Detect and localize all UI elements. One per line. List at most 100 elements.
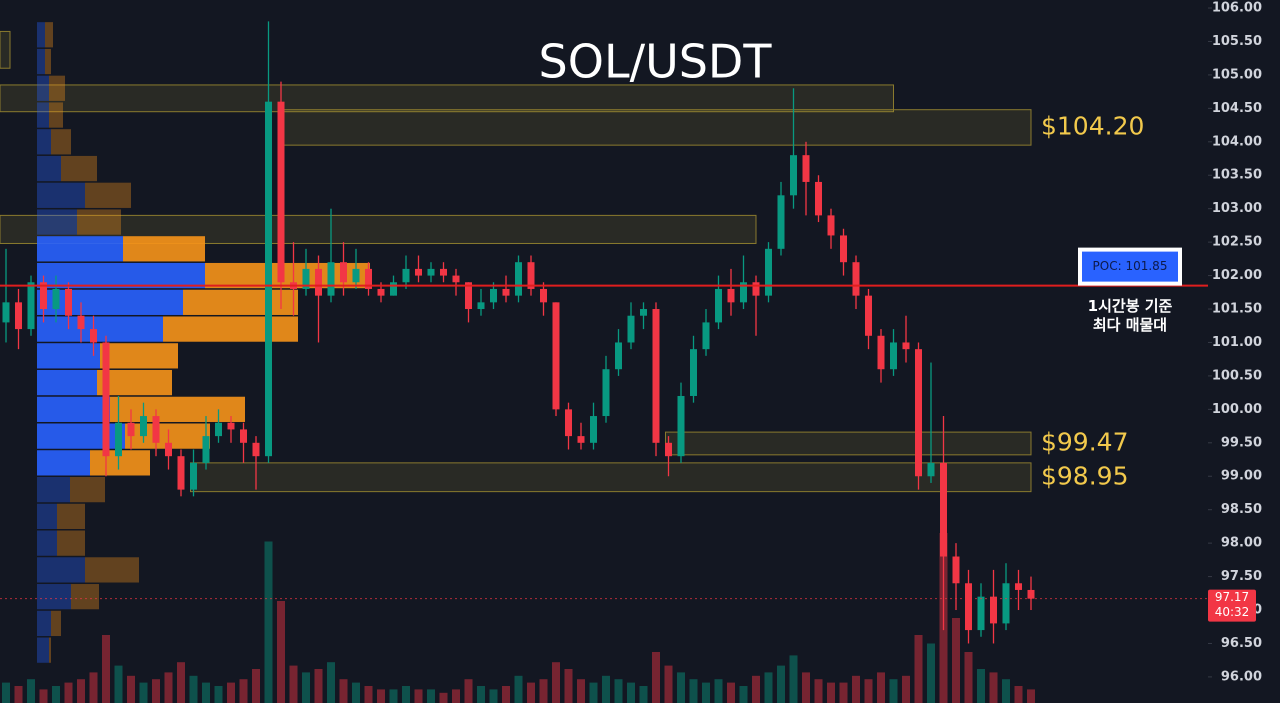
volume-bar bbox=[902, 675, 910, 703]
volume-bar bbox=[289, 665, 298, 703]
y-tick-label: 102.00 bbox=[1212, 268, 1262, 283]
y-tick-label: 104.50 bbox=[1212, 101, 1262, 116]
candle-body bbox=[590, 416, 597, 443]
volume-bar bbox=[89, 672, 98, 703]
candle-body bbox=[265, 101, 272, 457]
candle-body bbox=[427, 268, 435, 276]
candle-body bbox=[852, 262, 860, 296]
volume-bar bbox=[152, 679, 160, 703]
volume-bar bbox=[177, 662, 185, 703]
volume-bar bbox=[427, 689, 435, 703]
volume-bar bbox=[339, 679, 348, 703]
profile-buy bbox=[37, 343, 100, 369]
volume-bar bbox=[464, 679, 473, 703]
candle-body bbox=[365, 268, 372, 289]
profile-buy bbox=[37, 262, 205, 289]
candle-body bbox=[90, 329, 97, 343]
volume-bar bbox=[827, 682, 835, 703]
volume-bar bbox=[14, 686, 23, 703]
candle-body bbox=[327, 262, 335, 296]
candle-body bbox=[65, 288, 72, 316]
profile-buy bbox=[37, 423, 125, 449]
candle-body bbox=[965, 583, 972, 631]
y-tick-label: 101.00 bbox=[1212, 335, 1262, 350]
profile-sell bbox=[183, 289, 298, 315]
volume-bar bbox=[1002, 679, 1010, 703]
profile-sell bbox=[110, 396, 245, 422]
profile-layer bbox=[37, 22, 370, 663]
y-tick-label: 99.00 bbox=[1221, 469, 1262, 484]
volume-bar bbox=[914, 635, 923, 703]
volume-bar bbox=[452, 689, 460, 703]
y-tick-label: 103.50 bbox=[1212, 168, 1262, 183]
volume-bar bbox=[102, 635, 110, 703]
volume-bar bbox=[502, 686, 510, 703]
volume-bar bbox=[477, 686, 485, 703]
volume-bar bbox=[402, 686, 410, 703]
candle-body bbox=[402, 268, 410, 283]
volume-bar bbox=[377, 689, 385, 703]
volume-bar bbox=[714, 679, 723, 703]
volume-bar bbox=[602, 675, 610, 703]
y-tick-label: 96.50 bbox=[1221, 636, 1262, 651]
candle-body bbox=[177, 456, 185, 490]
candle-body bbox=[77, 315, 85, 330]
zone-label: $104.20 bbox=[1041, 111, 1144, 140]
y-tick-label: 96.00 bbox=[1221, 669, 1262, 684]
profile-buy bbox=[37, 503, 57, 530]
volume-bar bbox=[1014, 686, 1023, 703]
volume-bar bbox=[77, 679, 85, 703]
candle-body bbox=[702, 322, 710, 350]
candle-body bbox=[352, 268, 360, 283]
volume-bar bbox=[27, 679, 35, 703]
profile-sell bbox=[51, 610, 61, 637]
zone-label: $98.95 bbox=[1041, 461, 1128, 490]
candle-body bbox=[140, 416, 147, 437]
candle-body bbox=[452, 275, 460, 283]
candle-body bbox=[440, 268, 447, 276]
volume-bar bbox=[564, 669, 573, 703]
candle-body bbox=[127, 422, 135, 437]
candle-body bbox=[740, 282, 747, 303]
zone-label: $99.47 bbox=[1041, 427, 1128, 456]
candle-body bbox=[477, 302, 485, 310]
candle-body bbox=[815, 181, 822, 216]
candle-body bbox=[1027, 589, 1035, 599]
countdown-label: 40:32 bbox=[1215, 605, 1250, 619]
profile-sell bbox=[49, 102, 63, 128]
last-price-label: 97.17 bbox=[1215, 590, 1249, 604]
candle-body bbox=[502, 288, 510, 296]
candle-body bbox=[765, 248, 772, 296]
volume-bar bbox=[789, 655, 798, 703]
candle-body bbox=[627, 315, 635, 343]
candle-body bbox=[677, 395, 685, 457]
y-tick-label: 97.50 bbox=[1221, 569, 1262, 584]
candle-body bbox=[652, 309, 660, 443]
profile-sell bbox=[49, 75, 65, 101]
candle-body bbox=[490, 288, 497, 303]
candle-body bbox=[52, 288, 60, 310]
profile-buy bbox=[37, 289, 183, 315]
candle-body bbox=[890, 342, 897, 370]
poc-box bbox=[1078, 247, 1182, 286]
volume-bar bbox=[164, 672, 173, 703]
candle-body bbox=[1002, 583, 1010, 624]
candle-body bbox=[977, 596, 985, 631]
volume-bar bbox=[664, 665, 673, 703]
candle-body bbox=[377, 288, 385, 296]
candle-body bbox=[827, 215, 835, 236]
candle-body bbox=[465, 282, 472, 310]
y-tick-label: 101.50 bbox=[1212, 302, 1262, 317]
profile-buy bbox=[37, 396, 110, 422]
candle-body bbox=[665, 442, 672, 457]
candle-body bbox=[952, 556, 960, 584]
volume-bar bbox=[702, 682, 710, 703]
profile-sell bbox=[163, 316, 298, 342]
profile-buy bbox=[37, 557, 85, 583]
profile-buy bbox=[37, 637, 49, 663]
volume-bar bbox=[689, 679, 698, 703]
candle-body bbox=[865, 295, 872, 336]
profile-buy bbox=[37, 48, 45, 75]
profile-sell bbox=[71, 584, 99, 610]
